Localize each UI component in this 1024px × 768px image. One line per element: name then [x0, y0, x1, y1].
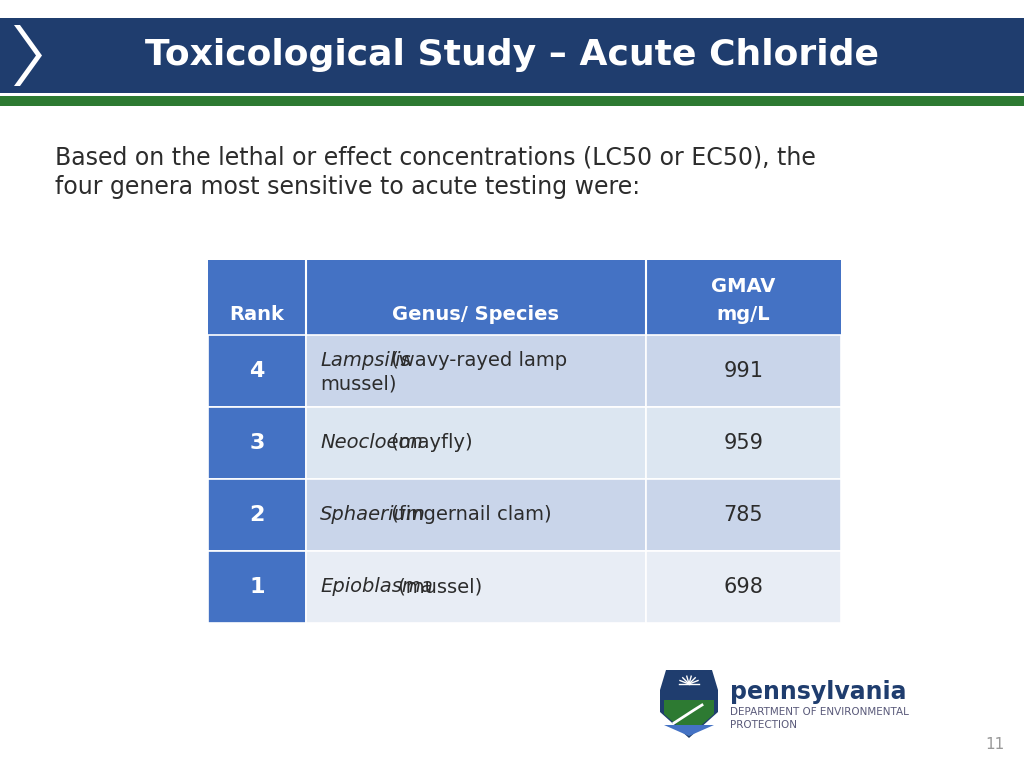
Text: (mussel): (mussel): [392, 578, 482, 597]
Text: 698: 698: [724, 577, 764, 597]
Bar: [208, 551, 306, 623]
Text: Neocloeon: Neocloeon: [319, 433, 423, 452]
Text: (fingernail clam): (fingernail clam): [385, 505, 552, 525]
Polygon shape: [664, 700, 714, 736]
Bar: [208, 479, 306, 551]
Text: 2: 2: [249, 505, 264, 525]
Text: 11: 11: [986, 737, 1005, 752]
Text: Lampsilis: Lampsilis: [319, 351, 411, 369]
Polygon shape: [660, 670, 718, 738]
Text: DEPARTMENT OF ENVIRONMENTAL: DEPARTMENT OF ENVIRONMENTAL: [730, 707, 909, 717]
Bar: [0, 18, 1024, 93]
Text: mg/L: mg/L: [717, 304, 770, 323]
Text: 991: 991: [724, 361, 764, 381]
Text: Genus/ Species: Genus/ Species: [392, 304, 559, 323]
Text: mussel): mussel): [319, 375, 396, 393]
Text: 3: 3: [249, 433, 264, 453]
Text: 785: 785: [724, 505, 763, 525]
Text: pennsylvania: pennsylvania: [730, 680, 906, 704]
Bar: [646, 479, 841, 551]
Text: Based on the lethal or effect concentrations (LC50 or EC50), the: Based on the lethal or effect concentrat…: [55, 145, 816, 169]
Text: 959: 959: [724, 433, 764, 453]
Text: GMAV: GMAV: [712, 276, 776, 296]
Bar: [0, 96, 1024, 106]
Bar: [306, 335, 646, 407]
Text: 1: 1: [249, 577, 265, 597]
Polygon shape: [664, 725, 714, 736]
Text: PROTECTION: PROTECTION: [730, 720, 797, 730]
Bar: [646, 551, 841, 623]
Bar: [208, 407, 306, 479]
Bar: [0, 93, 1024, 96]
Polygon shape: [14, 25, 42, 86]
Bar: [646, 335, 841, 407]
Text: (mayfly): (mayfly): [385, 433, 472, 452]
Text: Rank: Rank: [229, 304, 285, 323]
Bar: [306, 551, 646, 623]
Bar: [306, 479, 646, 551]
Bar: [208, 335, 306, 407]
Text: Toxicological Study – Acute Chloride: Toxicological Study – Acute Chloride: [145, 38, 879, 72]
Text: Sphaerium: Sphaerium: [319, 505, 426, 525]
Bar: [306, 407, 646, 479]
Text: four genera most sensitive to acute testing were:: four genera most sensitive to acute test…: [55, 175, 640, 199]
Text: (wavy-rayed lamp: (wavy-rayed lamp: [385, 351, 567, 369]
Bar: [646, 407, 841, 479]
Bar: [208, 260, 841, 335]
Text: 4: 4: [249, 361, 264, 381]
Text: Epioblasma: Epioblasma: [319, 578, 433, 597]
